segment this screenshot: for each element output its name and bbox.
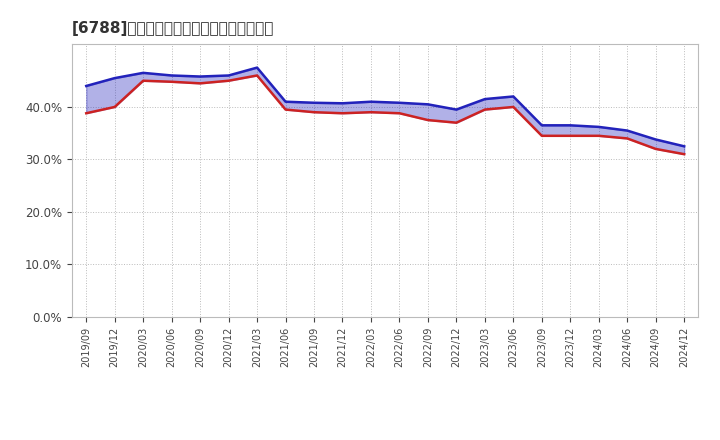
- 固定長期適合率: [366, 110, 375, 115]
- 固定比率: [423, 102, 432, 107]
- Text: [6788]　固定比率、固定長期適合率の推移: [6788] 固定比率、固定長期適合率の推移: [72, 21, 274, 36]
- 固定比率: [366, 99, 375, 104]
- 固定長期適合率: [652, 146, 660, 151]
- 固定長期適合率: [338, 110, 347, 116]
- 固定長期適合率: [566, 133, 575, 139]
- 固定長期適合率: [167, 79, 176, 84]
- 固定長期適合率: [509, 104, 518, 110]
- 固定比率: [253, 65, 261, 70]
- 固定長期適合率: [452, 120, 461, 125]
- 固定長期適合率: [196, 81, 204, 86]
- 固定比率: [623, 128, 631, 133]
- 固定比率: [566, 123, 575, 128]
- 固定比率: [82, 83, 91, 88]
- 固定長期適合率: [680, 151, 688, 157]
- 固定長期適合率: [110, 104, 119, 110]
- 固定長期適合率: [537, 133, 546, 139]
- 固定比率: [652, 137, 660, 142]
- 固定比率: [480, 96, 489, 102]
- 固定長期適合率: [480, 107, 489, 112]
- 固定長期適合率: [623, 136, 631, 141]
- 固定長期適合率: [139, 78, 148, 83]
- 固定比率: [310, 100, 318, 106]
- 固定比率: [139, 70, 148, 76]
- Line: 固定長期適合率: 固定長期適合率: [86, 76, 684, 154]
- 固定比率: [338, 101, 347, 106]
- 固定長期適合率: [395, 110, 404, 116]
- 固定比率: [110, 76, 119, 81]
- 固定長期適合率: [82, 110, 91, 116]
- 固定長期適合率: [310, 110, 318, 115]
- 固定比率: [167, 73, 176, 78]
- 固定比率: [282, 99, 290, 104]
- 固定長期適合率: [595, 133, 603, 139]
- Line: 固定比率: 固定比率: [86, 68, 684, 146]
- 固定比率: [509, 94, 518, 99]
- 固定長期適合率: [225, 78, 233, 83]
- 固定比率: [452, 107, 461, 112]
- 固定長期適合率: [253, 73, 261, 78]
- 固定比率: [395, 100, 404, 106]
- 固定比率: [537, 123, 546, 128]
- 固定比率: [196, 74, 204, 79]
- 固定比率: [595, 124, 603, 129]
- 固定比率: [225, 73, 233, 78]
- 固定長期適合率: [423, 117, 432, 123]
- 固定比率: [680, 143, 688, 149]
- 固定長期適合率: [282, 107, 290, 112]
- Legend: 固定比率, 固定長期適合率: 固定比率, 固定長期適合率: [274, 438, 497, 440]
